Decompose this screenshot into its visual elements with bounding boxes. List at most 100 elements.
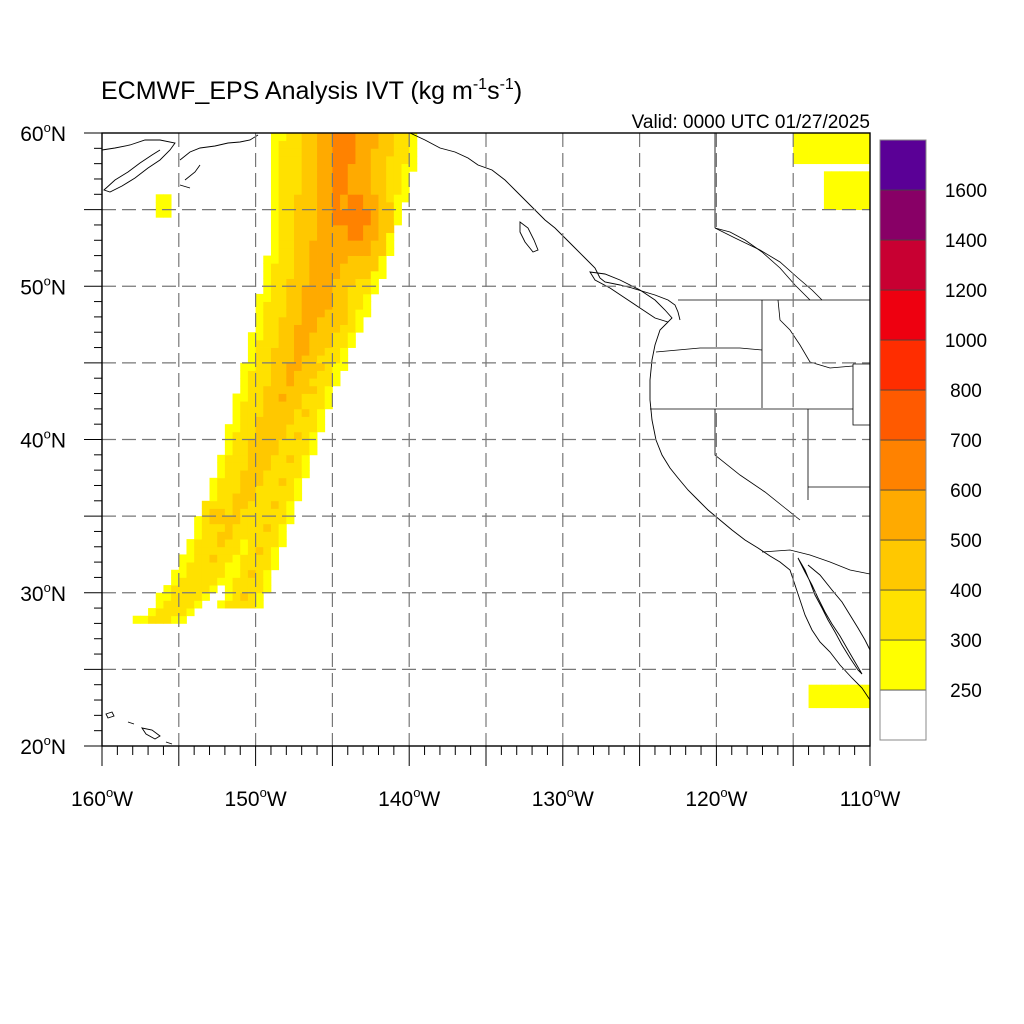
- ivt-cell: [270, 401, 280, 410]
- ivt-cell: [831, 148, 840, 157]
- ivt-cell: [363, 286, 372, 295]
- ivt-cell: [294, 263, 303, 272]
- x-tick-label: 150oW: [225, 785, 287, 811]
- ivt-cell: [294, 240, 303, 249]
- ivt-cell: [201, 554, 210, 563]
- ivt-cell: [263, 263, 272, 272]
- ivt-cell: [217, 485, 226, 494]
- ivt-cell: [270, 301, 280, 310]
- colorbar-label: 300: [950, 631, 982, 652]
- ivt-cell: [347, 332, 356, 341]
- ivt-cell: [324, 316, 333, 325]
- ivt-cell: [232, 585, 241, 594]
- ivt-cell: [270, 362, 280, 371]
- ivt-cell: [862, 186, 871, 195]
- colorbar-label: 700: [950, 431, 982, 452]
- ivt-cell: [278, 477, 287, 486]
- ivt-cell: [270, 163, 280, 172]
- ivt-cell: [263, 347, 272, 356]
- ivt-cell: [270, 270, 280, 279]
- ivt-cell: [332, 324, 341, 333]
- ivt-cell: [317, 247, 326, 256]
- ivt-cell: [240, 546, 249, 555]
- ivt-cell: [332, 332, 341, 341]
- ivt-cell: [286, 485, 295, 494]
- ivt-cell: [217, 523, 226, 532]
- valid-time: Valid: 0000 UTC 01/27/2025: [632, 112, 870, 133]
- ivt-cell: [209, 569, 218, 578]
- ivt-cell: [278, 416, 287, 425]
- ivt-cell: [240, 401, 249, 410]
- ivt-cell: [324, 401, 333, 410]
- ivt-cell: [209, 585, 218, 594]
- ivt-cell: [800, 140, 809, 149]
- ivt-cell: [286, 293, 295, 302]
- ivt-cell: [340, 240, 349, 249]
- ivt-cell: [370, 201, 379, 211]
- ivt-cell: [347, 232, 356, 241]
- ivt-cell: [255, 539, 264, 548]
- ivt-cell: [294, 378, 303, 387]
- ivt-cell: [347, 186, 356, 195]
- ivt-cell: [355, 316, 364, 325]
- ivt-cell: [194, 554, 203, 563]
- ivt-cell: [378, 240, 387, 249]
- ivt-cell: [309, 155, 318, 165]
- ivt-cell: [324, 133, 333, 142]
- ivt-cell: [332, 270, 341, 279]
- ivt-cell: [301, 293, 310, 302]
- ivt-cell: [332, 263, 341, 272]
- ivt-cell: [317, 209, 326, 218]
- ivt-cell: [294, 224, 303, 234]
- ivt-cell: [232, 447, 241, 456]
- ivt-cell: [854, 201, 863, 211]
- ivt-cell: [232, 546, 241, 555]
- ivt-cell: [201, 569, 210, 578]
- ivt-cell: [278, 155, 287, 165]
- ivt-cell: [340, 232, 349, 241]
- ivt-cell: [309, 309, 318, 318]
- ivt-cell: [155, 209, 164, 218]
- ivt-cell: [309, 217, 318, 226]
- ivt-cell: [270, 378, 280, 387]
- ivt-cell: [270, 454, 280, 463]
- ivt-cell: [240, 569, 249, 578]
- ivt-cell: [332, 240, 341, 249]
- ivt-cell: [347, 309, 356, 318]
- ivt-cell: [808, 684, 817, 693]
- ivt-cell: [263, 416, 272, 425]
- ivt-cell: [309, 286, 318, 295]
- ivt-cell: [232, 516, 241, 525]
- ivt-cell: [232, 562, 241, 571]
- ivt-cell: [278, 332, 287, 341]
- ivt-cell: [263, 355, 272, 364]
- ivt-cell: [363, 224, 372, 234]
- ivt-cell: [347, 171, 356, 180]
- ivt-cell: [301, 155, 310, 165]
- ivt-cell: [301, 178, 310, 188]
- ivt-cell: [224, 462, 233, 471]
- ivt-cell: [240, 508, 249, 517]
- ivt-cell: [317, 293, 326, 302]
- ivt-cell: [831, 133, 840, 142]
- ivt-cell: [294, 362, 303, 371]
- ivt-cell: [255, 569, 264, 578]
- ivt-cell: [309, 224, 318, 234]
- ivt-cell: [270, 286, 280, 295]
- ivt-cell: [232, 523, 241, 532]
- ivt-cell: [317, 424, 326, 433]
- ivt-cell: [294, 355, 303, 364]
- ivt-cell: [309, 270, 318, 279]
- ivt-cell: [270, 224, 280, 234]
- ivt-cell: [309, 255, 318, 264]
- x-tick-label: 120oW: [685, 785, 747, 811]
- ivt-cell: [823, 700, 832, 709]
- ivt-cell: [270, 470, 280, 479]
- ivt-cell: [831, 140, 840, 149]
- ivt-cell: [301, 232, 310, 241]
- ivt-cell: [286, 347, 295, 356]
- ivt-cell: [255, 447, 264, 456]
- ivt-cell: [355, 263, 364, 272]
- ivt-cell: [363, 232, 372, 241]
- ivt-cell: [823, 140, 832, 149]
